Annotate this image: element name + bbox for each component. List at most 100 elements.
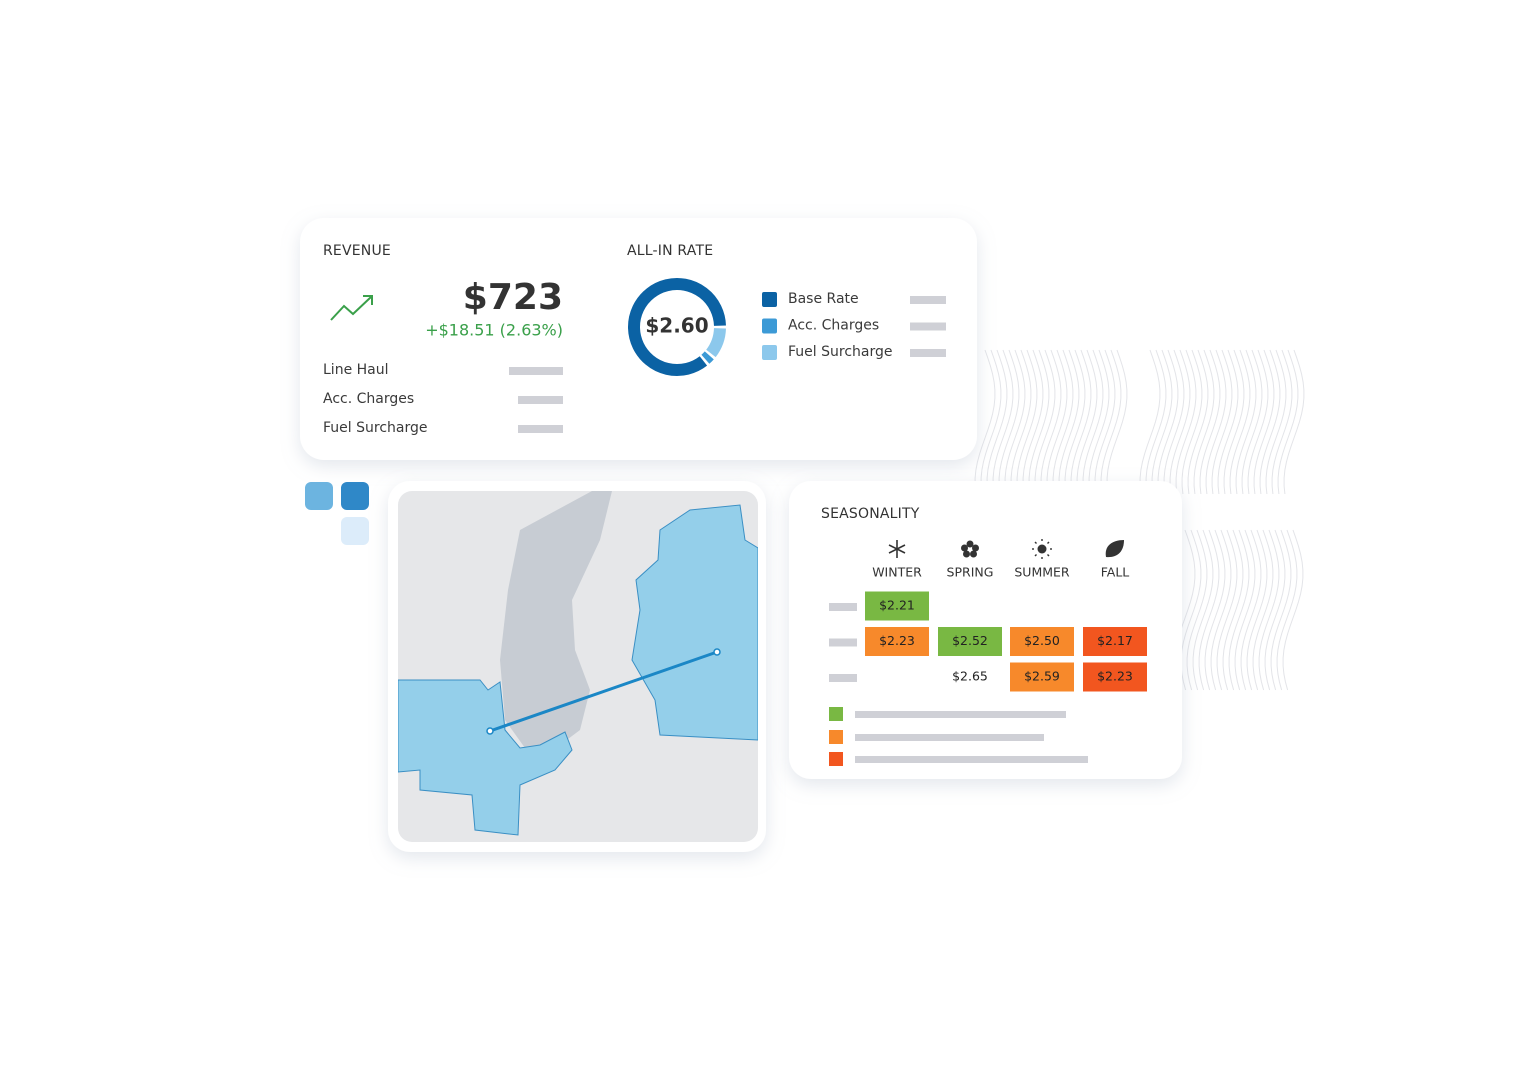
wave-line: [1259, 349, 1281, 495]
wave-line: [1282, 529, 1304, 691]
wave-line: [1022, 349, 1044, 495]
wave-line: [1010, 349, 1032, 495]
wave-line: [1222, 529, 1244, 691]
wave-line: [1258, 529, 1280, 691]
wave-line: [1070, 349, 1092, 495]
revenue-row-label: Fuel Surcharge: [323, 420, 427, 436]
wave-line: [1204, 529, 1226, 691]
season-cell: [1010, 627, 1074, 656]
placeholder-bar: [518, 396, 563, 404]
wave-line: [1216, 529, 1238, 691]
wave-line: [1234, 529, 1256, 691]
wave-line: [1211, 349, 1233, 495]
rate-center: $2.60: [645, 314, 708, 338]
wave-line: [1088, 349, 1110, 495]
revenue-change: +$18.51 (2.63%): [425, 321, 563, 340]
placeholder-bar: [518, 425, 563, 433]
season-cell: [1010, 662, 1074, 692]
seasonality-table: WINTER SPRING SUMMER FALL $2.21 $2.23 $2.52 $2.…: [829, 565, 1147, 692]
wave-line: [980, 349, 1002, 495]
wave-line: [1199, 349, 1221, 495]
wave-line: [1217, 349, 1239, 495]
trend-icon-arrow: [363, 295, 373, 305]
season-cell: [938, 627, 1002, 656]
donut: [628, 278, 726, 376]
season-cell: [865, 591, 929, 621]
donut-segment: [628, 278, 726, 376]
wave-line: [1235, 349, 1257, 495]
wave-line: [1252, 529, 1274, 691]
revenue-amount: $723: [463, 277, 563, 318]
wave-line: [1240, 529, 1262, 691]
wave-line: [1247, 349, 1269, 495]
wave-line: [1082, 349, 1104, 495]
wave-line: [1034, 349, 1056, 495]
seasonality-legend: [829, 707, 1088, 766]
season-value: $2.23: [879, 633, 915, 648]
seasonality-title: SEASONALITY: [821, 506, 920, 522]
season-value: $2.50: [1024, 633, 1060, 648]
donut-segment: [705, 327, 726, 358]
wave-line: [1181, 349, 1203, 495]
rate-legend: Base Rate Acc. Charges Fuel Surcharge: [762, 291, 946, 360]
season-label: SPRING: [947, 565, 994, 580]
revenue-title: REVENUE: [323, 243, 391, 259]
season-value: $2.52: [952, 633, 988, 648]
wave-line: [1193, 349, 1215, 495]
wave-line: [1052, 349, 1074, 495]
season-value: $2.21: [879, 598, 915, 613]
legend-swatch: [762, 345, 777, 360]
revenue-rows: Line Haul Acc. Charges Fuel Surcharge: [323, 362, 563, 436]
donut-segment: [701, 351, 714, 364]
wave-line: [1145, 349, 1167, 495]
season-value: $2.23: [1097, 669, 1133, 684]
wave-line: [1139, 349, 1161, 495]
wave-line: [1223, 349, 1245, 495]
wave-line: [1151, 349, 1173, 495]
wave-line: [1163, 349, 1185, 495]
placeholder-bar: [509, 367, 563, 375]
wave-line: [1016, 349, 1038, 495]
legend-swatch: [762, 292, 777, 307]
deco-square: [341, 517, 369, 545]
placeholder-bar: [829, 638, 857, 647]
map: [398, 491, 758, 842]
wave-line: [1265, 349, 1287, 495]
wave-line: [1076, 349, 1098, 495]
wave-line: [986, 349, 1008, 495]
wave-line: [1004, 349, 1026, 495]
wave-line: [1187, 349, 1209, 495]
wave-line: [1180, 529, 1202, 691]
wave-line: [998, 349, 1020, 495]
legend-label: Acc. Charges: [788, 318, 879, 334]
legend-swatch: [762, 318, 777, 334]
wave-line: [1198, 529, 1220, 691]
season-cell: [865, 627, 929, 656]
season-cell: [1083, 662, 1147, 692]
season-cell: [1083, 627, 1147, 656]
wave-line: [1228, 529, 1250, 691]
wave-line: [1186, 529, 1208, 691]
placeholder-bar: [910, 349, 946, 357]
wave-line: [1253, 349, 1275, 495]
wave-line: [1064, 349, 1086, 495]
season-icons: [888, 539, 1124, 559]
deco-square: [305, 482, 333, 510]
wave-line: [1241, 349, 1263, 495]
placeholder-bar: [829, 603, 857, 611]
season-value: $2.17: [1097, 633, 1133, 648]
revenue-row-label: Acc. Charges: [323, 391, 414, 407]
wave-line: [1205, 349, 1227, 495]
wave-line: [1246, 529, 1268, 691]
wave-line: [1175, 349, 1197, 495]
season-label: SUMMER: [1014, 565, 1070, 580]
season-value: $2.65: [952, 669, 988, 684]
wave-line: [1229, 349, 1251, 495]
wave-line: [974, 349, 996, 495]
wave-line: [1210, 529, 1232, 691]
wave-line: [1264, 529, 1286, 691]
wave-line: [992, 349, 1014, 495]
wave-line: [1046, 349, 1068, 495]
placeholder-bar: [829, 674, 857, 682]
